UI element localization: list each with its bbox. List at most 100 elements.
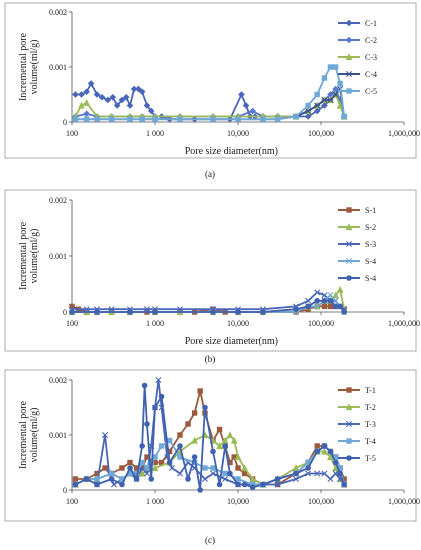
data-point <box>260 309 266 315</box>
legend-entry: C-1 <box>338 19 377 28</box>
data-point <box>177 432 183 438</box>
legend-swatch-marker <box>345 223 353 231</box>
data-point <box>98 93 106 101</box>
data-point <box>313 107 321 115</box>
y-tick-label: 0.001 <box>49 431 67 440</box>
data-point <box>83 88 90 96</box>
legend-label: T-1 <box>365 386 376 395</box>
legend-swatch-marker <box>345 36 353 44</box>
series-c-2 <box>72 85 348 120</box>
data-point <box>102 432 109 438</box>
data-point <box>332 291 340 299</box>
data-point <box>139 443 145 449</box>
data-point <box>93 91 101 98</box>
data-point <box>235 476 241 482</box>
x-tick-label: 100,000 <box>308 129 334 138</box>
legend-label: C-4 <box>365 70 377 79</box>
data-point <box>152 309 158 315</box>
legend-entry: T-3 <box>338 420 376 429</box>
data-point <box>118 96 126 104</box>
data-point <box>305 470 312 477</box>
series-line <box>75 434 345 486</box>
legend-entry: S-4 <box>338 274 376 283</box>
data-point <box>336 285 344 293</box>
data-point <box>130 85 138 93</box>
data-point <box>191 454 198 460</box>
data-point <box>83 116 90 122</box>
legend-entry: C-3 <box>338 53 377 62</box>
y-axis-title-line: volume(ml/g) <box>29 229 40 284</box>
legend-entry: C-4 <box>338 70 377 79</box>
y-tick-label: 0.001 <box>49 252 67 261</box>
x-tick-label: 1 000 <box>146 129 164 138</box>
data-point <box>321 303 328 310</box>
data-point <box>168 465 175 471</box>
data-point <box>305 102 311 109</box>
data-point <box>138 88 146 96</box>
data-point <box>235 116 241 122</box>
data-point <box>202 465 208 471</box>
data-point <box>222 443 228 449</box>
data-point <box>235 309 241 315</box>
data-point <box>327 292 334 299</box>
x-tick-label: 100,000 <box>308 497 334 506</box>
legend-label: C-1 <box>365 19 377 28</box>
data-point <box>341 309 347 315</box>
data-point <box>143 306 150 313</box>
data-point <box>314 91 320 98</box>
legend-label: S-1 <box>365 206 376 215</box>
data-point <box>216 442 223 450</box>
y-tick-label: 0 <box>63 308 67 317</box>
legend-swatch-marker <box>345 19 353 27</box>
x-tick-label: 1,000,000 <box>388 129 420 138</box>
data-point <box>274 481 281 488</box>
legend-swatch-marker <box>346 258 352 264</box>
legend-label: S-4 <box>365 274 376 283</box>
data-point <box>197 487 203 493</box>
data-point <box>222 476 229 482</box>
y-tick-label: 0.002 <box>49 196 67 205</box>
data-point <box>293 470 299 477</box>
data-point <box>210 448 216 455</box>
data-point <box>235 481 241 488</box>
legend-label: T-4 <box>365 437 376 446</box>
data-point <box>314 303 321 310</box>
data-point <box>177 116 183 122</box>
data-point <box>210 470 217 477</box>
legend-entry: C-5 <box>338 87 377 96</box>
data-point <box>152 116 158 122</box>
data-point <box>83 110 90 118</box>
data-point <box>321 443 328 449</box>
y-axis-title-line: volume(ml/g) <box>29 408 40 463</box>
data-point <box>151 464 159 472</box>
data-point <box>139 459 145 466</box>
legend-label: T-5 <box>365 454 376 463</box>
data-point <box>94 116 100 122</box>
legend-swatch-marker <box>346 241 352 247</box>
y-axis-title: Incremental porevolume(ml/g) <box>18 221 40 290</box>
data-point <box>341 113 347 120</box>
legend-entry: S-2 <box>338 223 376 232</box>
data-point <box>143 470 150 477</box>
chart-panel-1: 100 1 000 10,000 100,000 1,000,000 0 0.001 0.00… <box>4 2 420 179</box>
legend-label: T-2 <box>365 403 376 412</box>
data-point <box>305 465 311 471</box>
legend-swatch-marker <box>345 53 353 61</box>
data-point <box>336 101 344 109</box>
legend-swatch-marker <box>346 88 352 94</box>
data-point <box>304 113 312 120</box>
legend-label: T-3 <box>365 420 376 429</box>
data-point <box>94 309 100 315</box>
data-point <box>241 481 248 488</box>
x-tick-label: 10,000 <box>227 319 249 328</box>
x-tick-label: 1,000,000 <box>388 497 420 506</box>
data-point <box>158 443 165 449</box>
data-point <box>108 116 115 122</box>
data-point <box>152 404 158 411</box>
data-point <box>337 303 343 310</box>
data-point <box>176 470 183 477</box>
series-line <box>75 439 346 486</box>
data-point <box>152 454 158 460</box>
data-point <box>249 107 256 115</box>
